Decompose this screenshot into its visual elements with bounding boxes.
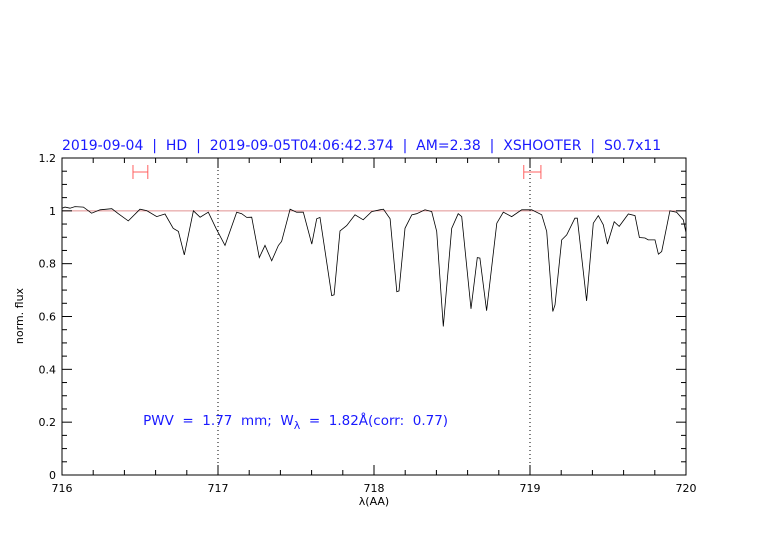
y-tick-label: 0 bbox=[49, 469, 56, 482]
chart-title: 2019-09-04 | HD | 2019-09-05T04:06:42.37… bbox=[62, 138, 661, 154]
annotation-prefix: PWV = 1.77 mm; W bbox=[143, 413, 294, 429]
x-tick-label: 716 bbox=[52, 482, 73, 495]
spectrum-line bbox=[61, 206, 687, 327]
y-tick-label: 0.2 bbox=[39, 416, 57, 429]
y-axis-label: norm. flux bbox=[13, 287, 26, 344]
y-tick-label: 1 bbox=[49, 205, 56, 218]
x-axis-label: λ(AA) bbox=[359, 495, 389, 508]
y-tick-label: 0.8 bbox=[39, 258, 57, 271]
x-tick-label: 720 bbox=[676, 482, 697, 495]
annotation-subscript: λ bbox=[294, 419, 301, 432]
plot-area: 716 717 718 719 720 0 0.2 0.4 0.6 0.8 1 1.2 bbox=[39, 152, 697, 495]
x-tick-label: 719 bbox=[520, 482, 541, 495]
pwv-annotation: PWV = 1.77 mm; Wλ = 1.82Å(corr: 0.77) bbox=[143, 412, 448, 432]
y-tick-label: 0.6 bbox=[39, 311, 57, 324]
y-tick-label: 1.2 bbox=[39, 152, 57, 165]
x-tick-label: 718 bbox=[364, 482, 385, 495]
annotation-suffix: = 1.82Å(corr: 0.77) bbox=[300, 412, 448, 429]
x-tick-label: 717 bbox=[208, 482, 229, 495]
y-tick-label: 0.4 bbox=[39, 363, 57, 376]
